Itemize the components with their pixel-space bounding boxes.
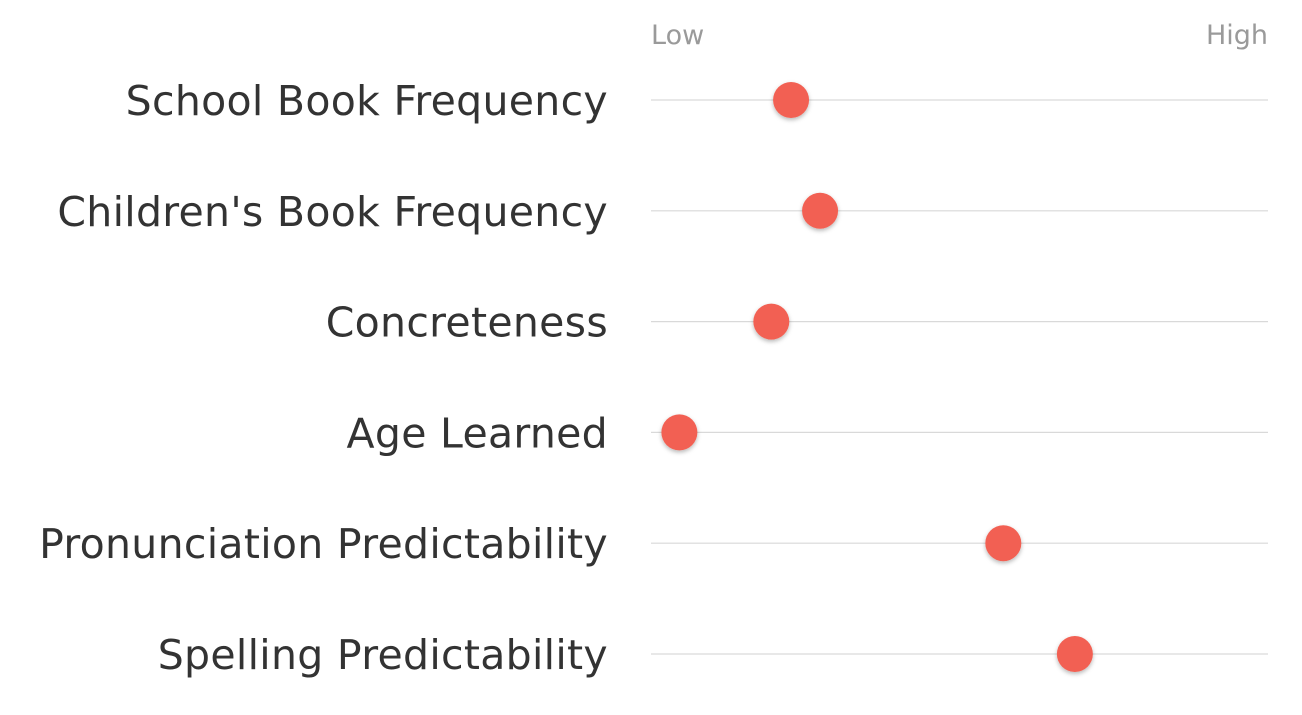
row-age-learned: Age Learned — [347, 409, 1268, 457]
data-point — [1056, 636, 1093, 672]
scale-low-label: Low — [651, 20, 704, 51]
row-concreteness: Concreteness — [326, 299, 1268, 347]
row-school-book-frequency: School Book Frequency — [126, 77, 1268, 125]
data-point — [661, 414, 698, 451]
row-label: School Book Frequency — [126, 77, 608, 125]
row-label: Spelling Predictability — [158, 631, 608, 679]
scale-high-label: High — [1206, 20, 1268, 51]
data-point — [753, 303, 790, 340]
data-point — [985, 525, 1022, 562]
row-label: Children's Book Frequency — [57, 188, 608, 236]
row-label: Pronunciation Predictability — [39, 520, 608, 568]
data-point — [802, 192, 839, 229]
row-spelling-predictability: Spelling Predictability — [158, 631, 1268, 679]
row-label: Concreteness — [326, 299, 608, 347]
data-point — [773, 82, 810, 118]
row-pronunciation-predictability: Pronunciation Predictability — [39, 520, 1268, 568]
rows-group: School Book Frequency Children's Book Fre… — [39, 77, 1268, 679]
row-label: Age Learned — [347, 409, 608, 457]
row-children-s-book-frequency: Children's Book Frequency — [57, 188, 1268, 236]
